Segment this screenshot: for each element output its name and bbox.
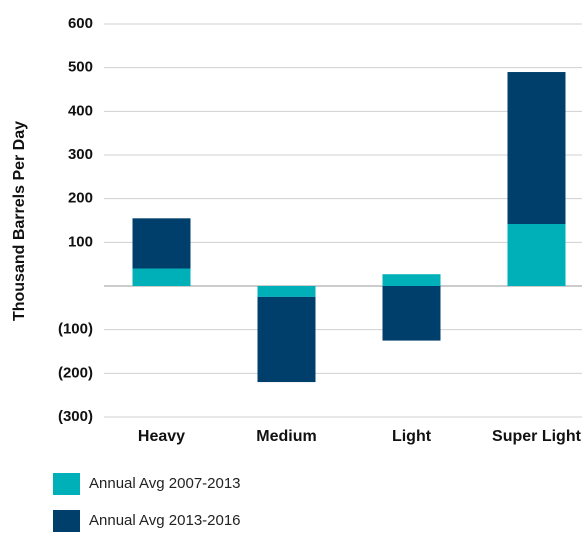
bar: [257, 296, 316, 383]
bar: [132, 218, 191, 269]
y-tick-label: 300: [68, 146, 93, 163]
y-tick-label: 500: [68, 59, 93, 76]
bar: [382, 286, 441, 341]
legend-swatch: [53, 510, 80, 532]
bar: [507, 223, 566, 286]
x-tick-label: Super Light: [492, 428, 582, 445]
y-tick-label: 600: [68, 15, 93, 32]
bar: [507, 72, 566, 224]
bar: [382, 274, 441, 286]
y-tick-label: 400: [68, 102, 93, 119]
bar: [257, 286, 316, 297]
legend-label: Annual Avg 2013-2016: [89, 512, 241, 529]
y-tick-label: (100): [58, 321, 93, 338]
y-tick-label: 100: [68, 233, 93, 250]
y-tick-label: (200): [58, 364, 93, 381]
bar: [132, 268, 191, 286]
legend-label: Annual Avg 2007-2013: [89, 475, 241, 492]
legend-swatch: [53, 473, 80, 495]
y-tick-label: 200: [68, 190, 93, 207]
x-tick-label: Light: [392, 428, 432, 445]
x-tick-label: Heavy: [138, 428, 185, 445]
y-tick-label: (300): [58, 408, 93, 425]
y-axis-label: Thousand Barrels Per Day: [11, 121, 28, 321]
x-tick-label: Medium: [256, 428, 316, 445]
